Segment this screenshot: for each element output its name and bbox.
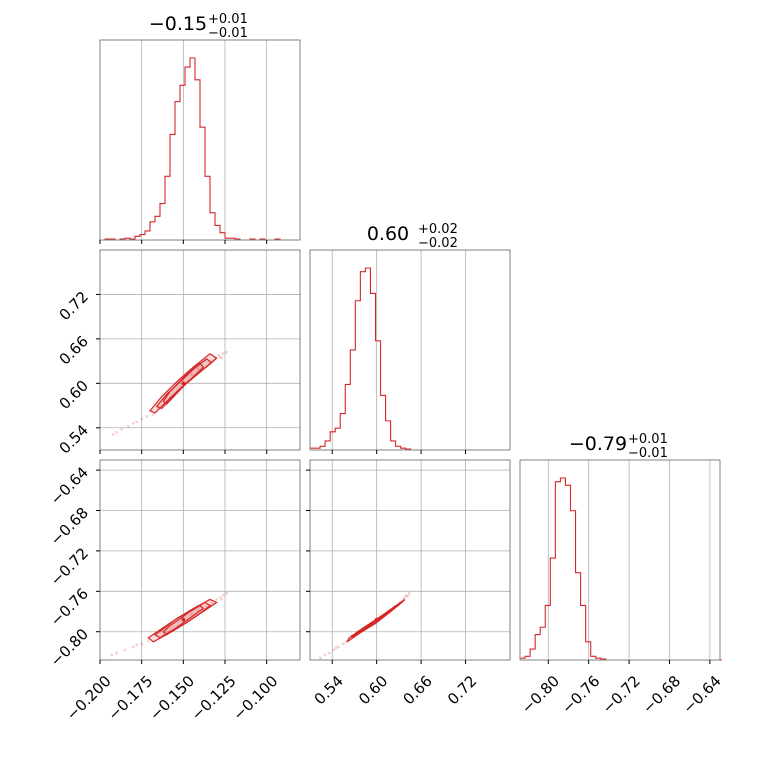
sample-point bbox=[135, 420, 139, 424]
y-tick-label: 0.66 bbox=[56, 332, 92, 368]
sample-point bbox=[406, 594, 410, 598]
x-tick-label: −0.200 bbox=[63, 672, 115, 724]
histogram-title-median: −0.79 bbox=[569, 433, 627, 455]
sample-point bbox=[220, 597, 224, 601]
sample-point bbox=[111, 433, 115, 436]
panel-frame bbox=[99, 39, 301, 241]
panel-frame bbox=[99, 249, 301, 451]
y-tick-label: −0.68 bbox=[47, 504, 92, 549]
sample-point bbox=[407, 591, 411, 595]
sample-point bbox=[403, 595, 407, 599]
x-tick-label: 0.72 bbox=[444, 672, 480, 708]
sample-point bbox=[327, 651, 331, 655]
sample-point bbox=[123, 648, 127, 652]
sample-point bbox=[146, 639, 150, 643]
sample-point bbox=[135, 643, 139, 647]
scatter-panel-0: 0.54 0.60 0.66 0.72 bbox=[56, 249, 301, 457]
y-tick-label: 0.60 bbox=[56, 377, 92, 413]
sample-point bbox=[334, 646, 338, 650]
histogram-step-line bbox=[520, 477, 723, 661]
sample-point bbox=[190, 373, 194, 376]
sample-point bbox=[115, 651, 119, 655]
sample-point bbox=[190, 613, 194, 616]
y-tick-label: −0.64 bbox=[47, 463, 92, 508]
panel-frame bbox=[309, 459, 511, 661]
sample-point bbox=[218, 595, 222, 599]
histogram-title-median: −0.15 bbox=[149, 13, 207, 35]
sample-point bbox=[336, 645, 340, 649]
sample-point bbox=[221, 593, 225, 597]
sample-point bbox=[318, 656, 322, 660]
histogram-title-minus: −0.01 bbox=[208, 26, 248, 41]
sample-point bbox=[210, 602, 214, 605]
x-tick-label: −0.80 bbox=[518, 672, 563, 717]
x-tick-label: −0.100 bbox=[229, 672, 281, 724]
histogram-title-plus: +0.01 bbox=[208, 12, 248, 27]
sample-point bbox=[225, 350, 229, 354]
histogram-title-plus: +0.02 bbox=[418, 222, 458, 237]
sample-point bbox=[218, 355, 222, 359]
x-tick-label: −0.175 bbox=[104, 672, 156, 724]
sample-point bbox=[131, 645, 135, 649]
panel-frame bbox=[519, 459, 721, 661]
sample-point bbox=[115, 430, 119, 434]
density-peak bbox=[181, 617, 186, 622]
sample-point bbox=[220, 356, 224, 360]
x-tick-label: −0.68 bbox=[639, 672, 684, 717]
sample-point bbox=[145, 415, 149, 419]
histogram-step-line bbox=[100, 57, 300, 241]
scatter-panel-2 bbox=[306, 459, 511, 664]
panel-frame bbox=[99, 459, 301, 661]
x-tick-label: −0.72 bbox=[599, 672, 644, 717]
sample-point bbox=[120, 427, 124, 431]
histogram-panel-1: 0.60 +0.02−0.02 bbox=[309, 222, 511, 454]
y-tick-label: −0.80 bbox=[47, 625, 92, 670]
histogram-panel-2: −0.79 +0.01−0.01 bbox=[519, 432, 723, 664]
histogram-title-plus: +0.01 bbox=[628, 432, 668, 447]
x-tick-label: −0.125 bbox=[188, 672, 240, 724]
sample-point bbox=[110, 653, 114, 657]
scatter-panel-1: −0.80−0.76−0.72−0.68−0.64 bbox=[47, 459, 301, 670]
sample-point bbox=[215, 597, 219, 601]
histogram-title-median: 0.60 bbox=[367, 223, 409, 245]
density-peak bbox=[181, 381, 186, 386]
density-peak bbox=[374, 617, 379, 622]
y-tick-label: 0.72 bbox=[56, 288, 92, 324]
y-tick-label: 0.54 bbox=[56, 421, 92, 457]
sample-point bbox=[140, 417, 144, 421]
sample-point bbox=[221, 352, 225, 356]
histogram-title-minus: −0.01 bbox=[628, 446, 668, 461]
sample-point bbox=[126, 424, 130, 428]
sample-point bbox=[216, 353, 220, 357]
histogram-title-minus: −0.02 bbox=[418, 236, 458, 251]
histogram-step-line bbox=[310, 267, 510, 451]
x-tick-label: 0.60 bbox=[355, 672, 391, 708]
x-tick-label: 0.66 bbox=[400, 672, 436, 708]
y-tick-label: −0.76 bbox=[47, 585, 92, 630]
sample-point bbox=[196, 367, 200, 370]
sample-point bbox=[225, 591, 229, 595]
x-tick-label: −0.64 bbox=[679, 672, 724, 717]
sample-point bbox=[341, 642, 345, 646]
x-tick-label: 0.54 bbox=[311, 672, 347, 708]
histogram-panel-0: −0.15 +0.01−0.01 bbox=[99, 12, 301, 244]
x-tick-label: −0.76 bbox=[558, 672, 603, 717]
y-tick-label: −0.72 bbox=[47, 544, 92, 589]
sample-point bbox=[140, 642, 144, 646]
sample-point bbox=[332, 648, 336, 652]
sample-point bbox=[131, 421, 135, 425]
sample-point bbox=[151, 413, 155, 416]
x-tick-label: −0.150 bbox=[146, 672, 198, 724]
sample-point bbox=[323, 653, 327, 657]
sample-point bbox=[404, 593, 408, 597]
panel-frame bbox=[309, 249, 511, 451]
